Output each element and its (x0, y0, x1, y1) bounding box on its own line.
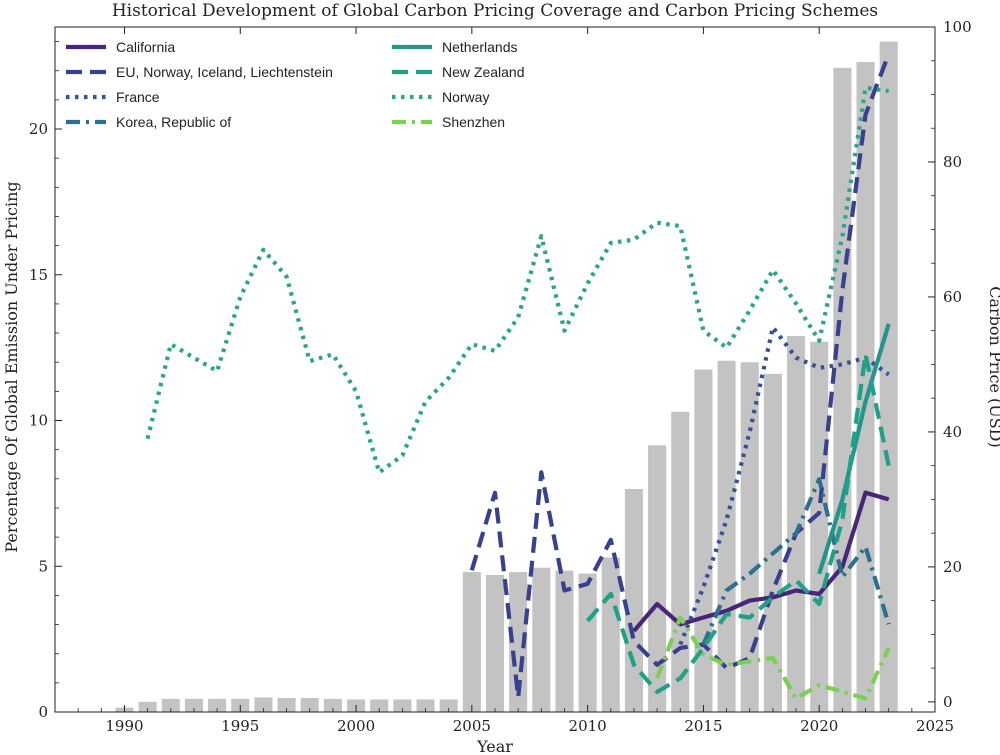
legend: California EU, Norway, Iceland, Liechtens… (66, 39, 525, 130)
coverage-bar-2011 (601, 557, 620, 712)
coverage-bar-2006 (485, 575, 505, 712)
legend-label: Korea, Republic of (116, 114, 231, 130)
x-tick-label: 2015 (684, 717, 722, 735)
chart-title: Historical Development of Global Carbon … (112, 1, 878, 21)
coverage-bar-2014 (671, 411, 690, 712)
coverage-bar-1991 (138, 701, 157, 712)
coverage-bar-1999 (323, 698, 342, 712)
coverage-bar-2001 (370, 699, 389, 712)
x-tick-label: 2025 (916, 717, 954, 735)
series-line-eu-norway-iceland-liechtenstein (469, 53, 891, 700)
series-line-korea-republic-of (701, 477, 891, 646)
legend-label: EU, Norway, Iceland, Liechtenstein (116, 64, 333, 80)
legend-label: France (116, 89, 160, 105)
coverage-bar-1997 (277, 698, 296, 712)
series-line-california (632, 490, 890, 633)
coverage-bar-2009 (555, 570, 574, 712)
coverage-bar-2005 (462, 572, 481, 712)
coverage-bar-1996 (254, 697, 273, 712)
x-tick-label: 1990 (105, 717, 143, 735)
legend-label: Shenzhen (442, 114, 505, 130)
y-left-tick-label: 20 (29, 120, 48, 138)
coverage-bar-2021 (833, 67, 852, 712)
y-right-tick-label: 0 (943, 693, 953, 711)
plot-frame (54, 26, 936, 713)
series-line-new-zealand (586, 352, 891, 694)
coverage-bar-1994 (208, 698, 227, 712)
x-tick-label: 2000 (337, 717, 375, 735)
y-right-tick-label: 80 (943, 153, 962, 171)
coverage-bar-2007 (509, 572, 528, 712)
y-left-tick-label: 15 (29, 266, 48, 284)
y-axis-label-left: Percentage Of Global Emission Under Pric… (2, 181, 21, 552)
coverage-bar-2017 (740, 362, 759, 712)
y-axis-label-right: Carbon Price (USD) (986, 286, 1000, 448)
series-line-netherlands (817, 323, 891, 575)
coverage-bar-1992 (161, 698, 180, 712)
coverage-bar-2010 (578, 573, 597, 712)
x-axis-label: Year (476, 737, 513, 755)
coverage-bar-2012 (624, 489, 643, 712)
coverage-bar-2019 (787, 335, 806, 712)
x-tick-label: 1995 (221, 717, 259, 735)
coverage-bar-2018 (763, 373, 782, 712)
series-line-shenzhen (655, 615, 891, 701)
legend-label: Norway (442, 89, 489, 105)
x-tick-label: 2020 (800, 717, 838, 735)
coverage-bar-2008 (532, 567, 551, 712)
y-right-tick-label: 20 (943, 558, 962, 576)
coverage-bar-1993 (184, 698, 203, 712)
y-right-tick-label: 100 (943, 18, 972, 36)
coverage-bar-2020 (810, 341, 829, 712)
legend-label: New Zealand (442, 64, 525, 80)
y-right-tick-label: 60 (943, 288, 962, 306)
legend-label: Netherlands (442, 39, 518, 55)
coverage-bar-2023 (879, 41, 898, 713)
coverage-bar-2004 (439, 699, 458, 712)
coverage-bar-2003 (416, 699, 435, 712)
y-left-tick-label: 0 (38, 703, 48, 721)
coverage-bar-2015 (694, 369, 713, 712)
y-left-tick-label: 10 (29, 412, 48, 430)
coverage-bar-2013 (648, 445, 667, 712)
x-tick-label: 2005 (453, 717, 491, 735)
y-left-tick-label: 5 (38, 557, 48, 575)
legend-label: California (116, 39, 175, 55)
x-tick-label: 2010 (569, 717, 607, 735)
y-right-tick-label: 40 (943, 423, 962, 441)
coverage-bar-1998 (300, 698, 319, 712)
coverage-bar-2002 (393, 699, 412, 712)
